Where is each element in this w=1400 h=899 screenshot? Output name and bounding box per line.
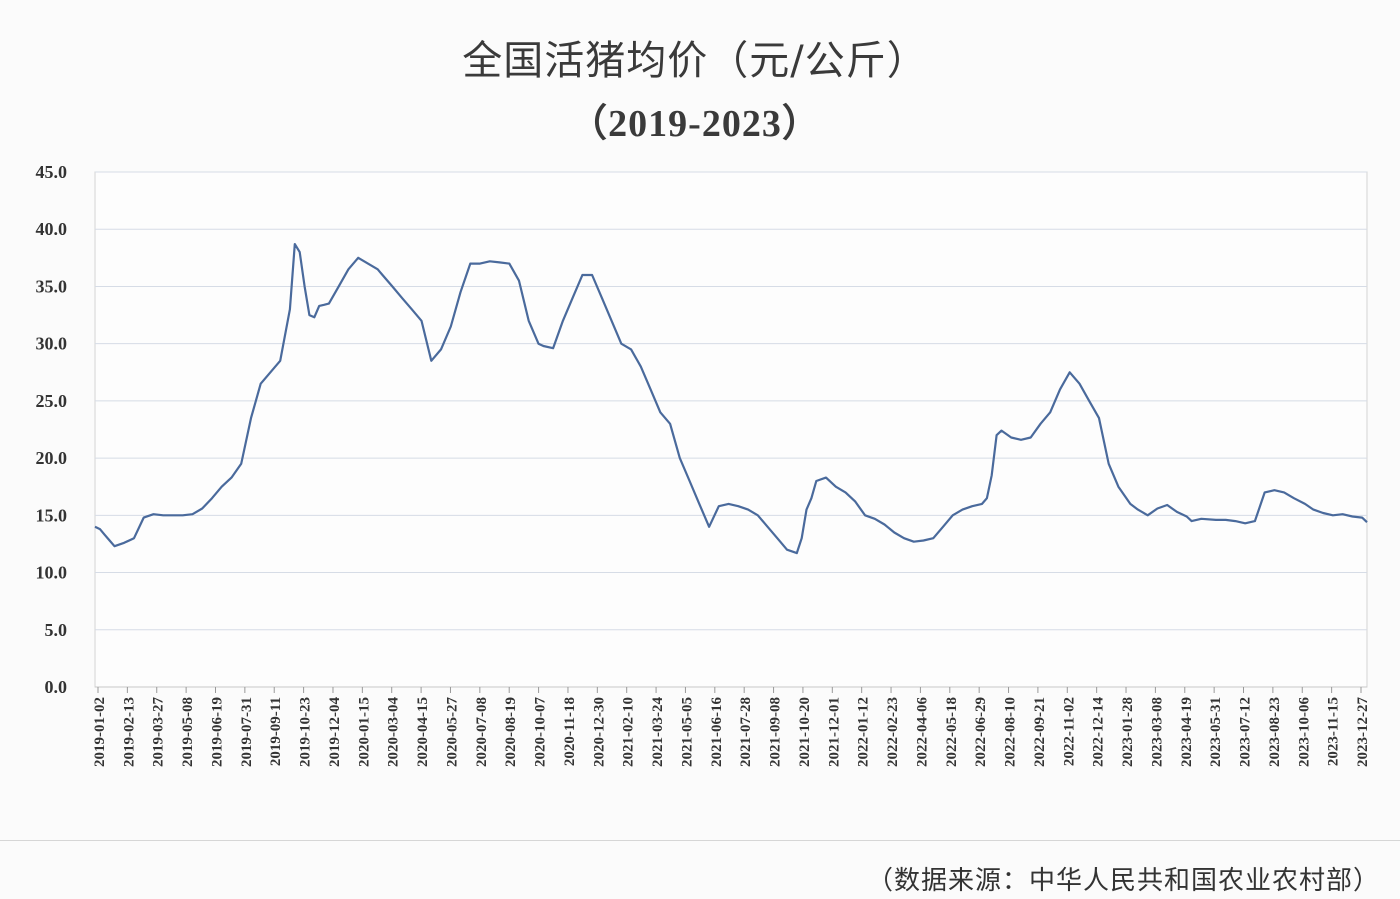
y-tick-label: 40.0	[36, 219, 68, 239]
x-tick-label: 2023-11-15	[1326, 697, 1342, 766]
y-tick-label: 0.0	[45, 677, 68, 697]
chart-subtitle: （2019-2023）	[569, 103, 821, 145]
x-tick-label: 2019-07-31	[239, 697, 255, 767]
x-tick-label: 2023-10-06	[1296, 697, 1312, 767]
x-tick-label: 2020-08-19	[503, 697, 519, 767]
x-axis: 2019-01-02 2019-02-13 2019-03-27 2019-05-08…	[92, 687, 1371, 767]
y-tick-label: 30.0	[36, 334, 68, 354]
x-tick-label: 2020-12-30	[591, 697, 607, 767]
x-tick-label: 2019-06-19	[209, 697, 225, 767]
x-tick-label: 2019-12-04	[327, 697, 343, 767]
x-tick-label: 2022-06-29	[973, 697, 989, 767]
y-tick-label: 15.0	[36, 505, 68, 525]
x-tick-label: 2022-02-23	[885, 697, 901, 767]
x-tick-label: 2021-05-05	[679, 697, 695, 767]
x-tick-label: 2023-01-28	[1120, 697, 1136, 767]
x-tick-label: 2023-07-12	[1238, 697, 1254, 767]
x-tick-label: 2022-11-02	[1061, 697, 1077, 766]
series-group	[94, 243, 1368, 555]
x-tick-label: 2019-09-11	[268, 697, 284, 766]
x-tick-label: 2020-05-27	[444, 697, 460, 767]
x-tick-label: 2023-05-31	[1208, 697, 1224, 767]
y-tick-label: 10.0	[36, 563, 68, 583]
x-tick-label: 2020-04-15	[415, 697, 431, 767]
x-tick-label: 2022-01-12	[856, 697, 872, 767]
x-tick-label: 2021-09-08	[768, 697, 784, 767]
x-tick-label: 2021-02-10	[621, 697, 637, 767]
divider	[0, 840, 1400, 841]
x-tick-label: 2021-06-16	[709, 697, 725, 767]
x-tick-label: 2019-01-02	[92, 697, 108, 767]
x-tick-label: 2020-03-04	[386, 697, 402, 767]
x-tick-label: 2022-08-10	[1003, 697, 1019, 767]
y-tick-label: 45.0	[36, 162, 68, 182]
x-tick-label: 2019-03-27	[151, 697, 167, 767]
y-tick-label: 25.0	[36, 391, 68, 411]
x-tick-label: 2023-12-27	[1355, 697, 1371, 767]
x-tick-label: 2020-01-15	[356, 697, 372, 767]
x-tick-label: 2021-12-01	[826, 697, 842, 767]
source-note: （数据来源：中华人民共和国农业农村部）	[866, 866, 1380, 896]
plot-area	[94, 171, 1368, 688]
x-tick-label: 2022-04-06	[914, 697, 930, 767]
grid-lines	[95, 171, 1367, 688]
x-tick-label: 2019-10-23	[298, 697, 314, 767]
x-tick-label: 2019-05-08	[180, 697, 196, 767]
x-tick-label: 2023-03-08	[1149, 697, 1165, 767]
chart-title: 全国活猪均价（元/公斤）	[462, 38, 928, 84]
x-tick-label: 2021-03-24	[650, 697, 666, 767]
x-tick-label: 2022-05-18	[944, 697, 960, 767]
y-tick-label: 35.0	[36, 276, 68, 296]
y-tick-label: 20.0	[36, 448, 68, 468]
x-tick-label: 2021-10-20	[797, 697, 813, 767]
x-tick-label: 2023-08-23	[1267, 697, 1283, 767]
x-tick-label: 2020-11-18	[562, 697, 578, 766]
y-tick-label: 5.0	[45, 620, 68, 640]
x-tick-label: 2022-12-14	[1091, 697, 1107, 767]
y-axis: 0.0 5.0 10.0 15.0 20.0 25.0 30.0 35.0 40.0 45.0	[36, 162, 68, 697]
x-tick-label: 2020-10-07	[533, 697, 549, 767]
series-line-price	[94, 243, 1368, 555]
x-tick-label: 2021-07-28	[738, 697, 754, 767]
x-tick-label: 2020-07-08	[474, 697, 490, 767]
x-tick-label: 2019-02-13	[121, 697, 137, 767]
x-tick-label: 2022-09-21	[1032, 697, 1048, 767]
x-tick-label: 2023-04-19	[1179, 697, 1195, 767]
